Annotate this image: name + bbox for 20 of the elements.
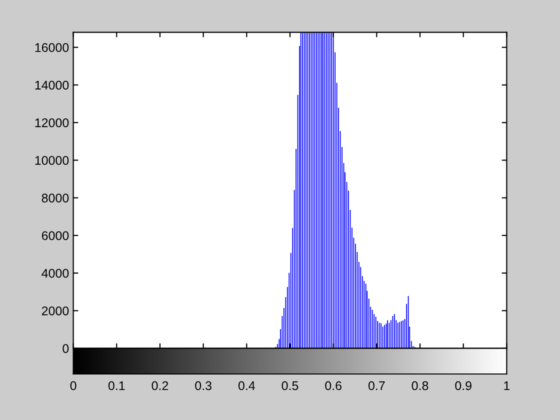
x-tick-label: 0 [70,381,76,390]
x-tick-label: 0.8 [412,381,428,390]
x-tick-label: 0.1 [108,381,125,390]
x-tick-label: 0.6 [325,381,342,390]
y-tick-label: 12000 [35,118,69,128]
x-tick-label: 0.9 [455,381,472,390]
y-tick-label: 0 [62,344,69,353]
x-tick-label: 0.3 [195,381,212,390]
y-tick-label: 6000 [42,231,69,240]
y-tick-label: 2000 [42,306,69,316]
y-tick-label: 8000 [42,194,69,202]
x-tick-label: 0.7 [368,381,385,390]
y-tick-label: 4000 [42,268,69,278]
y-tick-label: 14000 [35,80,69,90]
y-tick-label: 10000 [35,156,69,165]
x-tick-label: 0.4 [238,381,255,390]
x-tick-label: 1 [504,381,510,390]
x-tick-label: 0.5 [282,381,298,390]
x-tick-label: 0.2 [152,381,168,390]
y-tick-label: 16000 [35,43,69,52]
